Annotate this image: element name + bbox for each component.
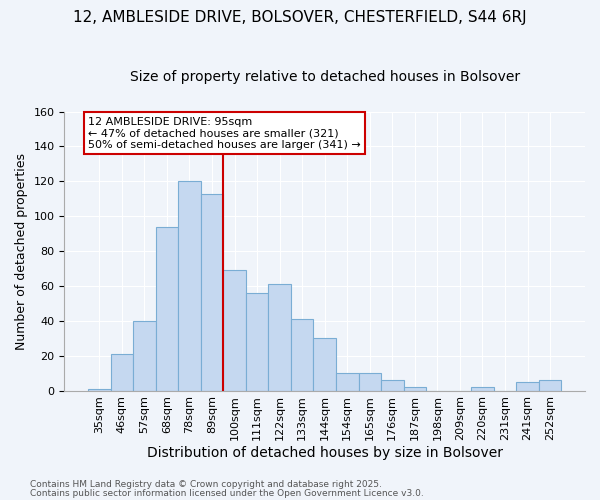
Bar [381,380,404,390]
Bar [110,354,133,391]
Text: Contains public sector information licensed under the Open Government Licence v3: Contains public sector information licen… [30,490,424,498]
Bar [268,284,291,391]
Text: Contains HM Land Registry data © Crown copyright and database right 2025.: Contains HM Land Registry data © Crown c… [30,480,382,489]
Bar [313,338,336,390]
Bar [336,373,359,390]
Bar [359,373,381,390]
Bar [516,382,539,390]
Bar [404,387,426,390]
X-axis label: Distribution of detached houses by size in Bolsover: Distribution of detached houses by size … [147,446,503,460]
Bar [223,270,246,390]
Text: 12, AMBLESIDE DRIVE, BOLSOVER, CHESTERFIELD, S44 6RJ: 12, AMBLESIDE DRIVE, BOLSOVER, CHESTERFI… [73,10,527,25]
Bar [155,226,178,390]
Bar [178,182,201,390]
Text: 12 AMBLESIDE DRIVE: 95sqm
← 47% of detached houses are smaller (321)
50% of semi: 12 AMBLESIDE DRIVE: 95sqm ← 47% of detac… [88,117,361,150]
Bar [291,319,313,390]
Bar [201,194,223,390]
Bar [471,387,494,390]
Title: Size of property relative to detached houses in Bolsover: Size of property relative to detached ho… [130,70,520,84]
Bar [133,321,155,390]
Y-axis label: Number of detached properties: Number of detached properties [15,152,28,350]
Bar [246,293,268,390]
Bar [539,380,562,390]
Bar [88,389,110,390]
